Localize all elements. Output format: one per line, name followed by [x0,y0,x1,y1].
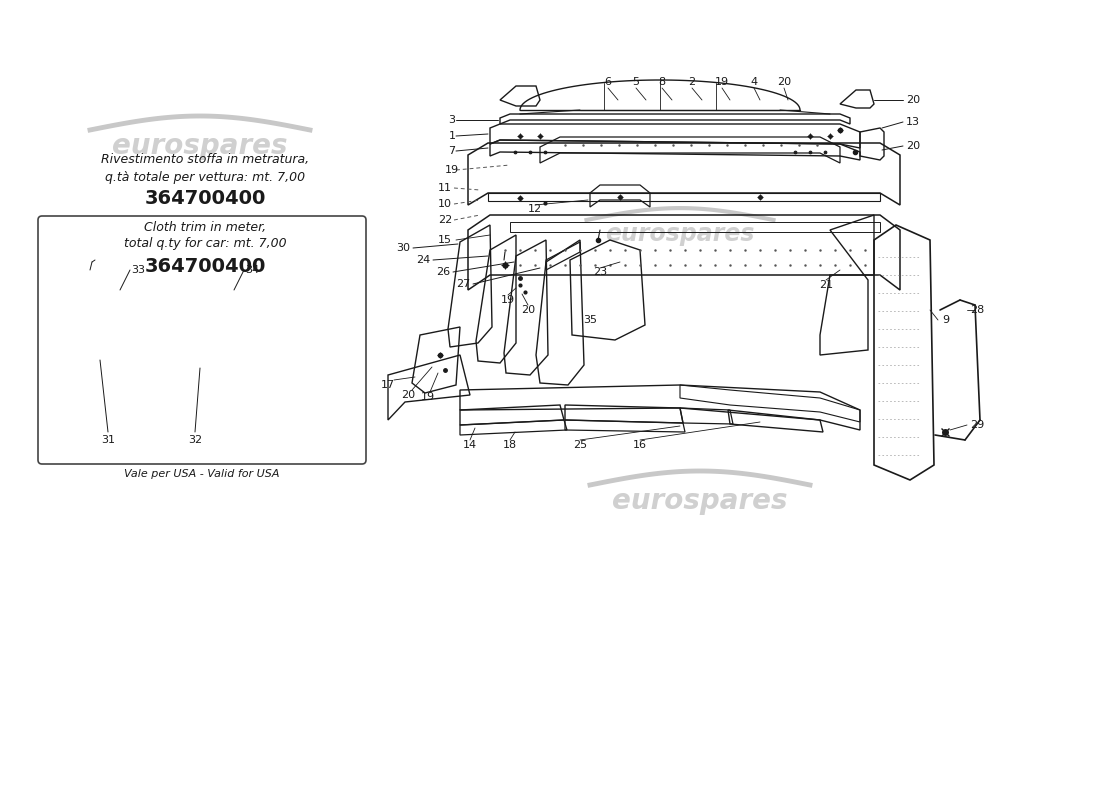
Text: 33: 33 [131,265,145,275]
Text: 19: 19 [421,392,436,402]
Text: 1: 1 [449,131,455,141]
Text: 3: 3 [449,115,455,125]
Text: Vale per USA - Valid for USA: Vale per USA - Valid for USA [124,469,279,479]
Text: 20: 20 [906,95,920,105]
Text: 19: 19 [500,295,515,305]
Text: 19: 19 [444,165,459,175]
Text: 23: 23 [593,267,607,277]
Text: 18: 18 [503,440,517,450]
Text: eurospares: eurospares [79,433,220,453]
Text: 7: 7 [449,146,455,156]
Text: 16: 16 [632,440,647,450]
Text: 21: 21 [818,280,833,290]
Text: 14: 14 [463,440,477,450]
Text: Cloth trim in meter,: Cloth trim in meter, [144,222,266,234]
Text: 10: 10 [438,199,452,209]
Text: 32: 32 [188,435,202,445]
Text: 20: 20 [521,305,535,315]
Text: 27: 27 [455,279,470,289]
Text: Rivestimento stoffa in metratura,: Rivestimento stoffa in metratura, [101,154,309,166]
Text: 26: 26 [436,267,450,277]
Text: 24: 24 [416,255,430,265]
Text: q.tà totale per vettura: mt. 7,00: q.tà totale per vettura: mt. 7,00 [104,170,305,183]
Text: 20: 20 [777,77,791,87]
Text: total q.ty for car: mt. 7,00: total q.ty for car: mt. 7,00 [123,238,286,250]
Text: 25: 25 [573,440,587,450]
Text: eurospares: eurospares [112,132,288,160]
Text: 13: 13 [906,117,920,127]
Text: 30: 30 [396,243,410,253]
Text: 9: 9 [942,315,949,325]
Text: 8: 8 [659,77,666,87]
Text: 34: 34 [245,265,260,275]
Text: 20: 20 [906,141,920,151]
Text: 364700400: 364700400 [144,257,266,275]
Text: 28: 28 [970,305,985,315]
Text: 364700400: 364700400 [144,190,266,209]
Text: 5: 5 [632,77,639,87]
Text: eurospares: eurospares [613,487,788,515]
FancyBboxPatch shape [39,216,366,464]
Text: 6: 6 [605,77,612,87]
Text: eurospares: eurospares [605,222,755,246]
Text: 31: 31 [101,435,116,445]
Text: 15: 15 [438,235,452,245]
Text: 29: 29 [970,420,985,430]
Text: 11: 11 [438,183,452,193]
Text: 35: 35 [583,315,597,325]
Text: 20: 20 [400,390,415,400]
Text: 4: 4 [750,77,758,87]
Text: 2: 2 [689,77,695,87]
Text: 22: 22 [438,215,452,225]
Text: 19: 19 [715,77,729,87]
Text: 17: 17 [381,380,395,390]
Text: 12: 12 [528,204,542,214]
